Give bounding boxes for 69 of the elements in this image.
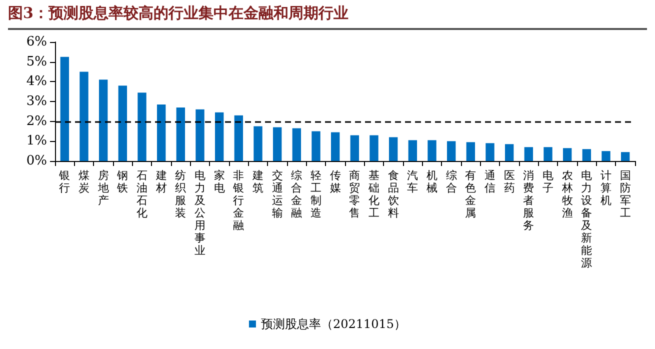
bar bbox=[118, 86, 128, 161]
bar bbox=[80, 72, 88, 161]
x-tick-label: 食品饮料 bbox=[386, 168, 399, 220]
bar bbox=[330, 132, 340, 161]
bar bbox=[98, 80, 108, 161]
bar bbox=[504, 144, 514, 161]
y-tick-label: 0% bbox=[26, 154, 47, 168]
bar bbox=[196, 109, 204, 161]
x-tick-label: 医药 bbox=[504, 168, 515, 194]
bar bbox=[582, 149, 592, 161]
x-tick-label: 钢铁 bbox=[116, 168, 128, 194]
y-tick-label: 4% bbox=[26, 74, 47, 90]
bar bbox=[312, 131, 320, 161]
bar bbox=[446, 141, 456, 161]
bar bbox=[254, 126, 262, 161]
bar bbox=[524, 147, 534, 161]
x-tick-label: 石油石化 bbox=[136, 168, 148, 220]
x-tick-label: 电子 bbox=[542, 168, 554, 194]
y-tick-label: 2% bbox=[26, 114, 47, 129]
x-tick-label: 煤炭 bbox=[78, 168, 90, 194]
bar bbox=[544, 147, 552, 161]
bar bbox=[602, 151, 610, 161]
bar bbox=[466, 142, 476, 161]
x-tick-label: 商贸零售 bbox=[349, 168, 360, 220]
bar bbox=[370, 135, 378, 161]
x-tick-label: 农林牧渔 bbox=[560, 168, 573, 220]
legend-label: 预测股息率（20211015） bbox=[260, 317, 406, 331]
x-tick-label: 基础化工 bbox=[368, 168, 380, 220]
x-tick-label: 纺织服装 bbox=[175, 168, 186, 220]
x-tick-label: 综合金融 bbox=[291, 168, 302, 220]
x-tick-label: 有色金属 bbox=[465, 168, 476, 220]
x-tick-label: 机械 bbox=[426, 168, 438, 194]
y-tick-label: 3% bbox=[26, 94, 47, 109]
y-tick-label: 5% bbox=[26, 54, 47, 70]
x-tick-label: 轻工制造 bbox=[310, 168, 322, 220]
bar bbox=[486, 143, 494, 161]
bar bbox=[234, 115, 244, 161]
bar bbox=[620, 152, 630, 161]
bar bbox=[60, 56, 70, 161]
x-tick-label: 电力及公用事业 bbox=[194, 168, 206, 257]
x-tick-label: 通信 bbox=[484, 168, 496, 194]
bar bbox=[156, 104, 166, 161]
x-tick-label: 综合 bbox=[446, 168, 457, 194]
bar bbox=[388, 137, 398, 161]
bar bbox=[176, 107, 186, 161]
bar bbox=[350, 135, 360, 161]
x-tick-label: 电力设备及新能源 bbox=[581, 168, 592, 270]
x-tick-label: 汽车 bbox=[407, 168, 418, 194]
x-tick-label: 非银行金融 bbox=[232, 168, 244, 232]
x-tick-label: 国防军工 bbox=[620, 168, 631, 220]
bar bbox=[562, 148, 572, 161]
bar bbox=[408, 140, 418, 161]
x-tick-label: 银行 bbox=[58, 168, 70, 194]
bar bbox=[292, 128, 302, 161]
x-tick-label: 消费者服务 bbox=[523, 168, 534, 232]
x-tick-label: 传媒 bbox=[330, 168, 341, 194]
x-tick-label: 计算机 bbox=[600, 168, 612, 207]
x-tick-label: 交通运输 bbox=[272, 168, 283, 220]
y-tick-label: 6% bbox=[26, 34, 47, 50]
bar bbox=[428, 140, 436, 161]
y-tick-label: 1% bbox=[26, 134, 47, 149]
x-tick-label: 建材 bbox=[154, 168, 167, 194]
x-tick-label: 建筑 bbox=[252, 168, 264, 194]
chart-title: 图3：预测股息率较高的行业集中在金融和周期行业 bbox=[8, 4, 348, 23]
x-tick-label: 房地产 bbox=[96, 168, 109, 207]
x-tick-label: 家电 bbox=[214, 168, 225, 194]
bar bbox=[214, 112, 224, 161]
bar bbox=[138, 92, 146, 161]
bar bbox=[272, 127, 282, 161]
